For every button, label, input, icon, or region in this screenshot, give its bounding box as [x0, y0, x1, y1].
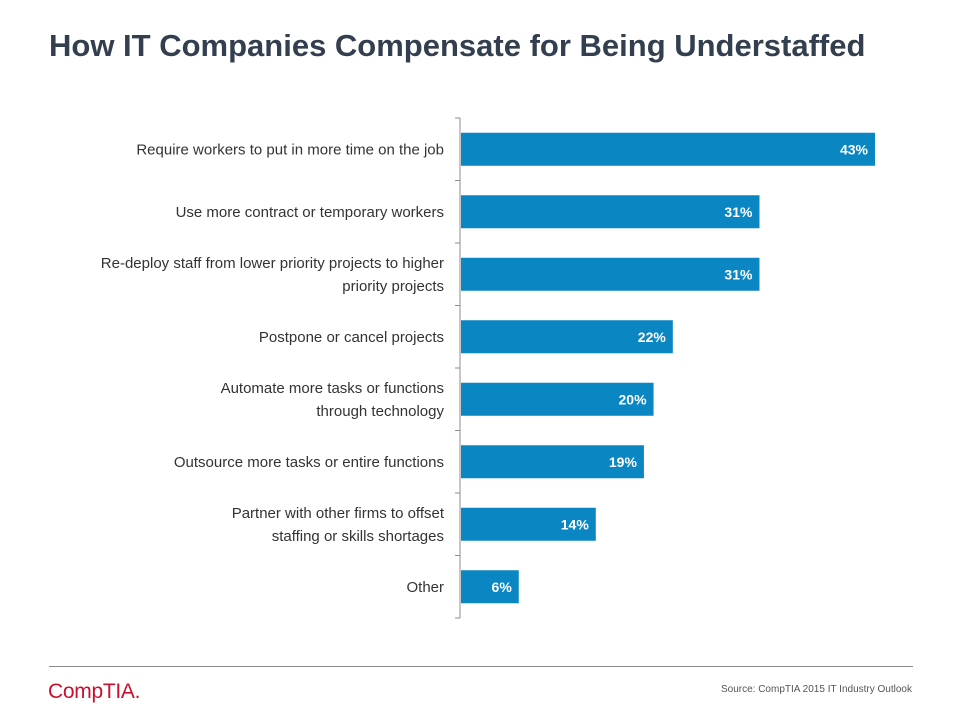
- category-label: through technology: [316, 403, 444, 420]
- bar: [461, 382, 654, 416]
- category-label: Require workers to put in more time on t…: [136, 141, 444, 158]
- source-note: Source: CompTIA 2015 IT Industry Outlook: [720, 684, 912, 695]
- bar-value-label: 22%: [638, 329, 667, 345]
- bar: [461, 257, 760, 291]
- category-label: Outsource more tasks or entire functions: [174, 454, 444, 471]
- category-label: priority projects: [342, 278, 444, 295]
- bar: [461, 320, 673, 354]
- bar: [461, 132, 875, 166]
- bar-value-label: 31%: [724, 204, 753, 220]
- bar: [461, 195, 760, 229]
- category-label: Partner with other firms to offset: [232, 505, 445, 522]
- bar-value-label: 6%: [492, 579, 513, 595]
- bar-value-label: 43%: [840, 141, 869, 157]
- bar: [461, 445, 644, 479]
- bar: [461, 507, 596, 541]
- category-label: Re-deploy staff from lower priority proj…: [101, 255, 444, 272]
- bar: [461, 570, 519, 604]
- footer-divider: [49, 666, 913, 667]
- bar-chart: 43% Require workers to put in more time o…: [101, 117, 875, 619]
- category-label: Postpone or cancel projects: [259, 329, 444, 346]
- bar-value-label: 19%: [609, 454, 638, 470]
- category-label: Use more contract or temporary workers: [176, 204, 444, 221]
- category-label: Other: [406, 579, 444, 596]
- bar-value-label: 31%: [724, 266, 753, 282]
- category-label: Automate more tasks or functions: [221, 380, 444, 397]
- category-label: staffing or skills shortages: [272, 528, 444, 545]
- bar-value-label: 14%: [561, 516, 590, 532]
- bar-value-label: 20%: [619, 391, 648, 407]
- comptia-logo: CompTIA.: [48, 680, 141, 703]
- chart-title: How IT Companies Compensate for Being Un…: [49, 28, 866, 63]
